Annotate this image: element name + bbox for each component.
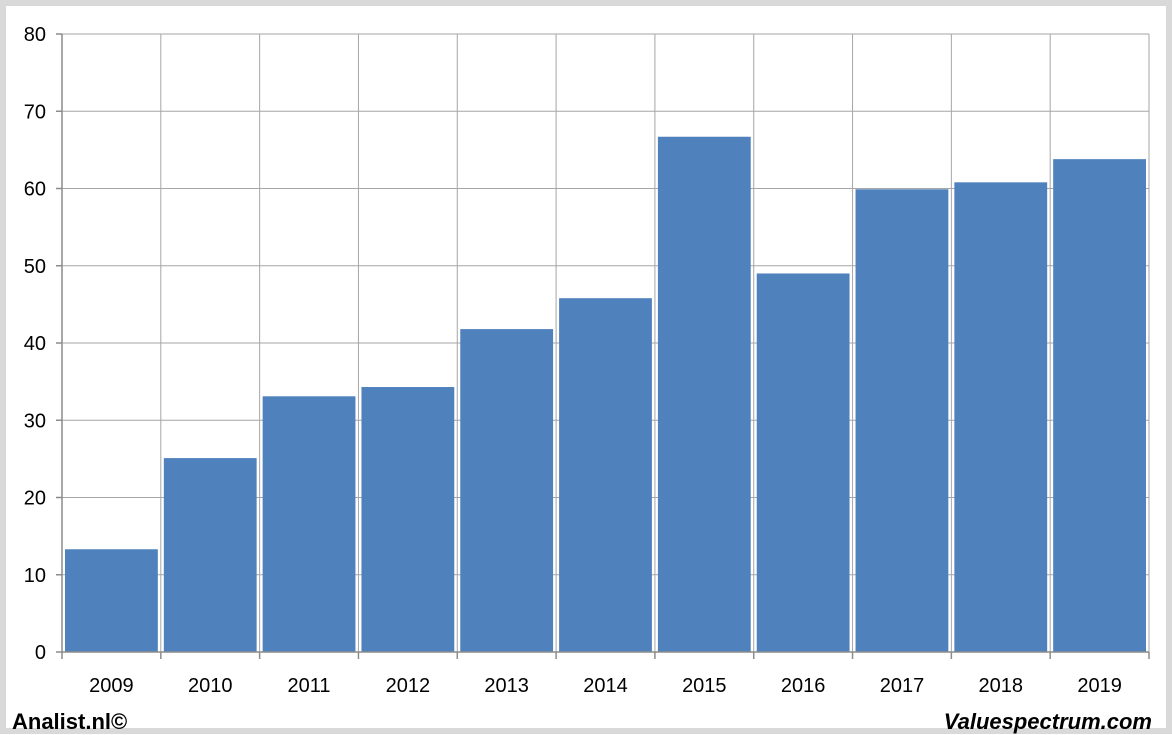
footer-right-credit: Valuespectrum.com <box>943 709 1152 734</box>
y-tick-label: 60 <box>24 179 46 201</box>
tick-labels: 0 10 20 30 40 50 60 70 80 2009 2010 2011 2012 2013 201… <box>24 24 1122 697</box>
x-tick-label: 2013 <box>484 675 529 697</box>
bars <box>65 136 1146 652</box>
bar <box>262 396 356 652</box>
x-tick-label: 2010 <box>188 675 233 697</box>
footer-left-credit: Analist.nl© <box>12 709 128 734</box>
x-tick-label: 2009 <box>89 675 134 697</box>
y-tick-label: 20 <box>24 488 46 510</box>
bar <box>163 458 257 652</box>
y-tick-label: 70 <box>24 101 46 123</box>
x-tick-label: 2016 <box>781 675 826 697</box>
x-tick-label: 2018 <box>979 675 1024 697</box>
bar <box>954 182 1048 652</box>
x-tick-label: 2012 <box>386 675 431 697</box>
y-tick-label: 30 <box>24 410 46 432</box>
bar-chart: 0 10 20 30 40 50 60 70 80 2009 2010 2011 2012 2013 201… <box>24 24 1150 697</box>
x-tick-label: 2017 <box>880 675 925 697</box>
y-tick-label: 80 <box>24 24 46 46</box>
bar <box>1053 159 1146 652</box>
x-tick-label: 2014 <box>583 675 628 697</box>
bar <box>559 298 652 652</box>
gridlines <box>61 33 1150 652</box>
x-tick-label: 2011 <box>288 675 331 697</box>
x-tick-label: 2015 <box>682 675 727 697</box>
bar <box>361 387 455 652</box>
bar <box>657 136 751 652</box>
y-tick-label: 10 <box>24 565 46 587</box>
y-tick-label: 50 <box>24 256 46 278</box>
bar <box>460 329 554 652</box>
y-tick-label: 0 <box>35 642 46 664</box>
bar <box>756 273 850 652</box>
axes <box>56 33 1150 659</box>
bar <box>65 549 158 652</box>
y-tick-label: 40 <box>24 333 46 355</box>
bar <box>855 189 949 652</box>
x-tick-label: 2019 <box>1077 675 1122 697</box>
